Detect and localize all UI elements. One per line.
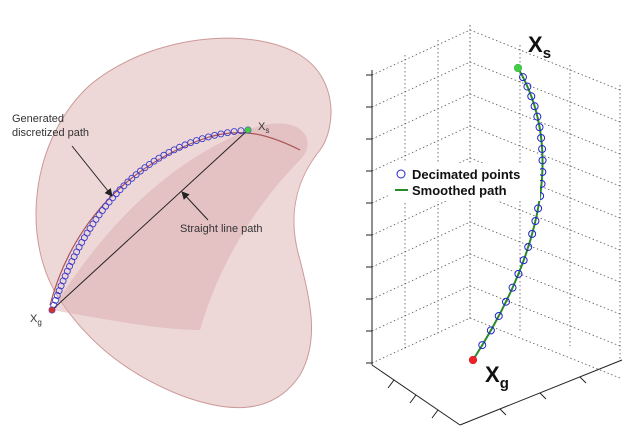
label-sub: s (543, 45, 551, 62)
start-label: Xs (528, 32, 551, 62)
grid-line (470, 254, 620, 314)
grid-line (470, 94, 620, 154)
grid-line (372, 62, 470, 107)
grid-line (372, 94, 470, 139)
goal-label: Xg (485, 362, 509, 392)
tick (388, 380, 394, 388)
line-label: Straight line path (180, 223, 263, 235)
legend-entry: Smoothed path (412, 183, 507, 198)
label-sub: g (37, 318, 41, 327)
tick (432, 410, 438, 418)
grid-line (372, 254, 470, 299)
goal-label: Xg (30, 313, 42, 327)
grid-line (470, 286, 620, 346)
legend-entry: Decimated points (412, 167, 520, 182)
tick (500, 409, 506, 415)
start-point (245, 127, 251, 133)
label-sub: s (265, 126, 269, 135)
tick (540, 393, 546, 399)
tick (580, 377, 586, 383)
label-sub: g (500, 375, 509, 392)
grid-line (470, 62, 620, 122)
start-point (514, 64, 522, 72)
smoothed-path (473, 68, 543, 360)
figure: Generated discretized path Straight line… (0, 0, 631, 433)
grid-line (372, 318, 470, 363)
label-main: X (485, 362, 500, 387)
grid-line (372, 30, 470, 75)
path-label: Generated (12, 113, 64, 125)
path-label: discretized path (12, 127, 89, 139)
goal-point (49, 307, 55, 313)
label-main: X (528, 32, 543, 57)
tick (410, 395, 416, 403)
goal-point (469, 356, 477, 364)
grid-line (372, 286, 470, 331)
grid-line (470, 222, 620, 282)
grid-line (372, 222, 470, 267)
